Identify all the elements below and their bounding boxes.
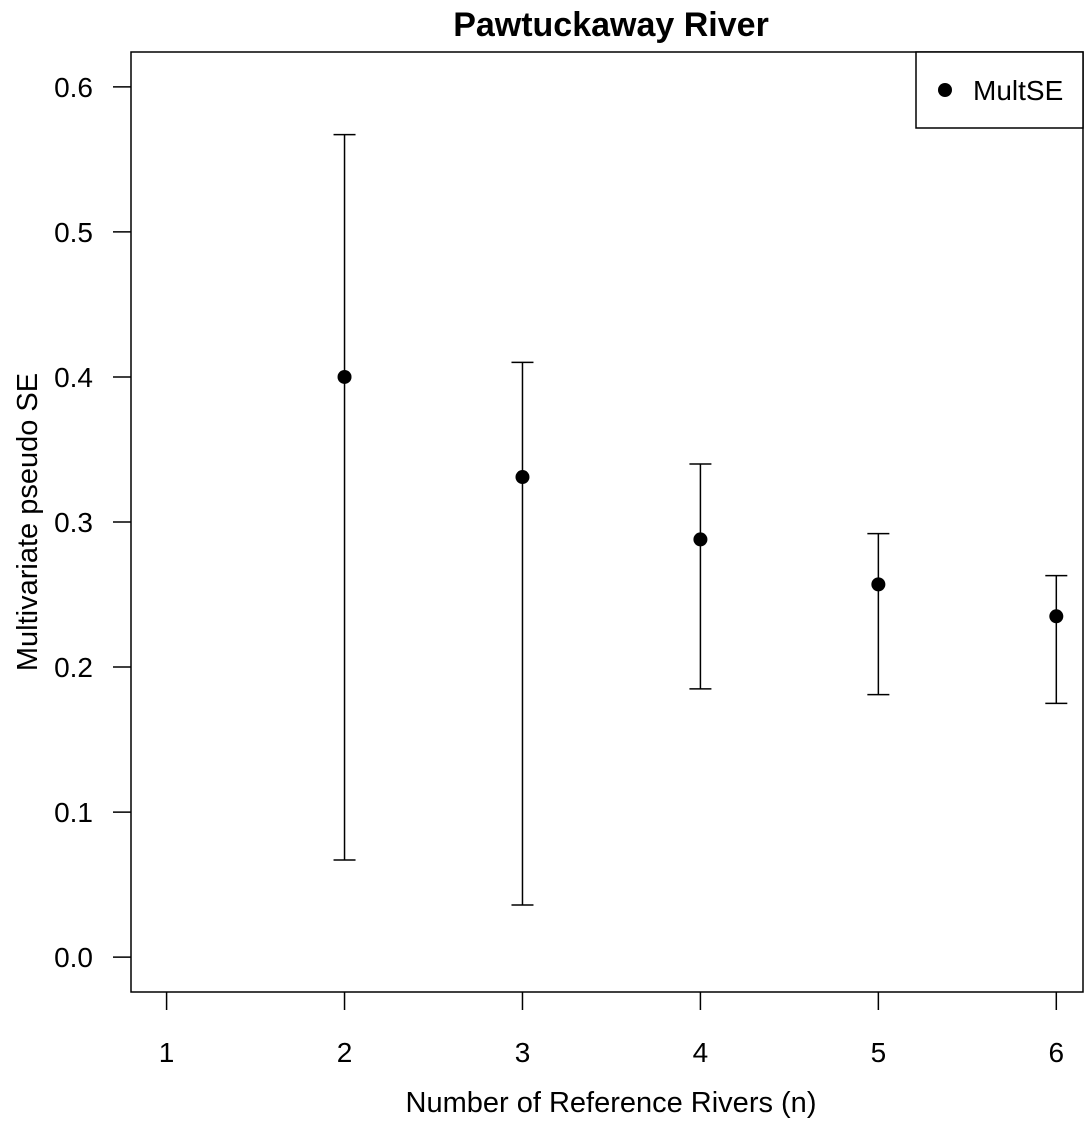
y-tick-label: 0.3 (54, 507, 93, 538)
x-tick-label: 6 (1049, 1037, 1065, 1068)
chart-title: Pawtuckaway River (453, 6, 769, 44)
y-tick-label: 0.2 (54, 652, 93, 683)
series-layer (333, 133, 1068, 906)
y-tick-label: 0.6 (54, 72, 93, 103)
x-axis-label: Number of Reference Rivers (n) (406, 1087, 817, 1119)
data-point (693, 532, 708, 547)
x-tick-label: 5 (871, 1037, 887, 1068)
legend-marker-icon (938, 83, 952, 97)
y-tick-label: 0.5 (54, 217, 93, 248)
y-tick-label: 0.4 (54, 362, 93, 393)
legend: MultSE (915, 51, 1084, 129)
x-tick-label: 3 (515, 1037, 531, 1068)
x-tick-label: 1 (159, 1037, 175, 1068)
legend-entry-multse: MultSE (973, 75, 1063, 106)
x-axis: 1 2 3 4 5 6 (159, 992, 1064, 1068)
y-tick-label: 0.1 (54, 797, 93, 828)
y-axis-label: Multivariate pseudo SE (12, 373, 44, 671)
data-point (337, 369, 352, 384)
data-point (515, 470, 530, 485)
y-tick-label: 0.0 (54, 942, 93, 973)
x-tick-label: 4 (693, 1037, 709, 1068)
x-tick-label: 2 (337, 1037, 353, 1068)
y-axis: 0.0 0.1 0.2 0.3 0.4 0.5 0.6 (54, 72, 131, 973)
data-point (871, 577, 886, 592)
data-point (1049, 609, 1064, 624)
